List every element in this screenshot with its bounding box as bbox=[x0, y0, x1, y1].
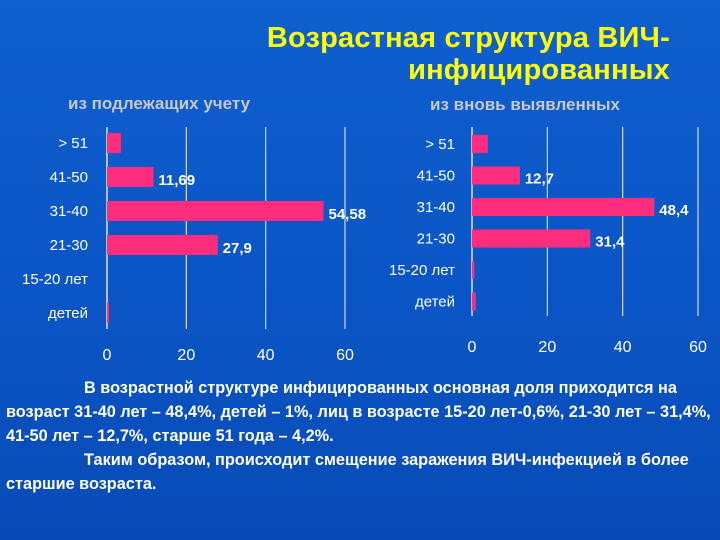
chart-0-bar bbox=[107, 133, 121, 153]
chart-1-tick-label: 0 bbox=[468, 339, 477, 356]
chart-0-category-label: 21-30 bbox=[50, 237, 88, 254]
chart-0-category-label: > 51 bbox=[58, 135, 88, 152]
chart-1-category-label: 15-20 лет bbox=[389, 262, 455, 279]
chart-0-data-label: 27,9 bbox=[223, 240, 252, 257]
page-title-line2: инфицированных bbox=[408, 54, 670, 86]
page-title-line1: Возрастная структура ВИЧ- bbox=[266, 22, 670, 54]
chart-0-bar bbox=[107, 235, 218, 255]
chart-0-tick-label: 0 bbox=[103, 347, 112, 364]
chart-1-tick-label: 60 bbox=[689, 339, 707, 356]
chart-0-category-label: детей bbox=[48, 305, 88, 322]
chart-1-bar bbox=[472, 292, 476, 311]
chart-0-category-label: 41-50 bbox=[50, 169, 88, 186]
chart-1-tick-label: 20 bbox=[538, 339, 556, 356]
chart-1-bar bbox=[472, 198, 655, 216]
chart-0-category-label: 31-40 bbox=[50, 203, 88, 220]
chart-1-data-label: 31,4 bbox=[595, 234, 625, 251]
chart-1-category-label: 21-30 bbox=[417, 231, 455, 248]
chart-0-title: из подлежащих учету bbox=[68, 94, 251, 113]
chart-1-bar bbox=[472, 229, 591, 248]
chart-1-bar bbox=[472, 261, 475, 279]
page-title: Возрастная структура ВИЧ- инфицированных bbox=[200, 22, 670, 86]
chart-0-tick-label: 60 bbox=[336, 347, 354, 364]
chart-1-category-label: 31-40 bbox=[417, 199, 455, 216]
chart-0-category-label: 15-20 лет bbox=[22, 271, 88, 288]
chart-1-tick-label: 40 bbox=[614, 339, 632, 356]
chart-1-category-label: > 51 bbox=[425, 136, 455, 153]
chart-1-bar bbox=[472, 135, 488, 153]
chart-0-bar bbox=[107, 303, 109, 323]
chart-0-tick-label: 20 bbox=[177, 347, 195, 364]
summary-text: В возрастной структуре инфицированных ос… bbox=[6, 376, 712, 496]
chart-0-data-label: 11,69 bbox=[158, 172, 195, 189]
chart-0-bar bbox=[107, 167, 154, 187]
chart-0-bar bbox=[107, 201, 324, 221]
chart-1-data-label: 48,4 bbox=[659, 202, 689, 219]
summary-paragraph-1: В возрастной структуре инфицированных ос… bbox=[6, 379, 711, 445]
chart-0-tick-label: 40 bbox=[257, 347, 275, 364]
chart-1-bar bbox=[472, 166, 520, 185]
chart-1-category-label: детей bbox=[415, 294, 455, 311]
chart-1-data-label: 12,7 bbox=[525, 171, 554, 188]
bar-charts: из подлежащих учету 0 20 40 60 > 51 41-50 11,69… bbox=[22, 94, 707, 364]
chart-1-title: из вновь выявленных bbox=[430, 95, 621, 114]
chart-0-data-label: 54,58 bbox=[329, 206, 367, 223]
summary-paragraph-2: Таким образом, происходит смещение зараж… bbox=[6, 451, 689, 493]
chart-1-category-label: 41-50 bbox=[417, 168, 455, 185]
